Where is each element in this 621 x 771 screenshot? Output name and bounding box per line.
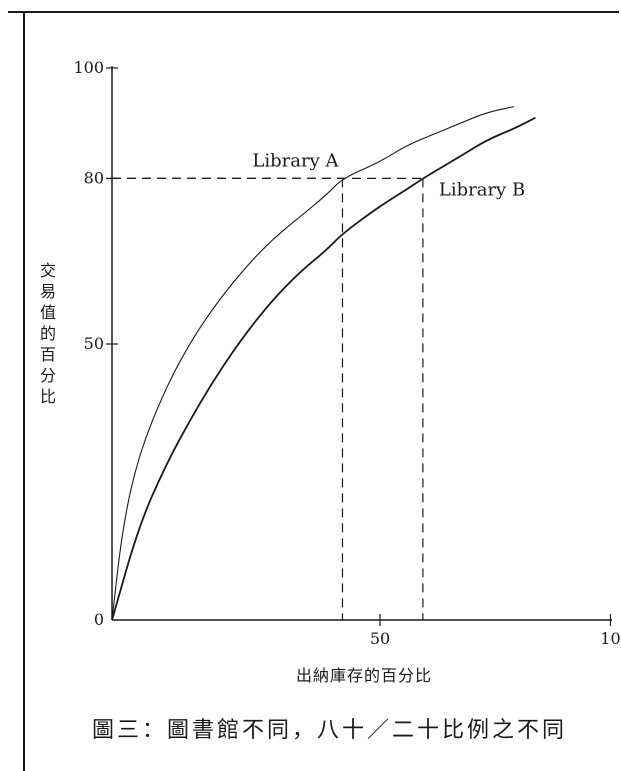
series-line-library-a: [111, 106, 515, 621]
series-label-library-b: Library B: [439, 179, 525, 200]
y-tick-label: 80: [84, 168, 104, 187]
left-border: [23, 11, 25, 771]
y-tick-label: 50: [84, 334, 104, 353]
x-tick-label: 50: [370, 629, 390, 648]
y-tick-label: 0: [94, 610, 104, 629]
top-border: [8, 11, 619, 13]
series-label-library-a: Library A: [252, 150, 339, 171]
y-tick-label: 100: [73, 58, 104, 77]
series-line-library-b: [111, 116, 536, 621]
figure-caption: 圖三：圖書館不同，八十／二十比例之不同: [92, 718, 568, 743]
x-tick-label: 10: [600, 629, 620, 648]
y-axis-label: 交易值的百分比: [39, 261, 56, 406]
x-axis-label: 出納庫存的百分比: [296, 666, 433, 685]
